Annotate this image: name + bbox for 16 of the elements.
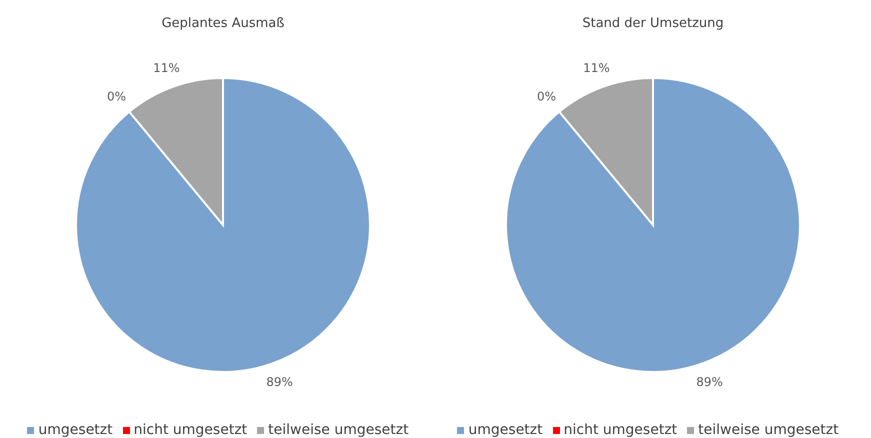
data-label: 11% [583,60,610,75]
text: 0% [107,89,126,104]
legend-label: teilweise umgesetzt [698,422,839,438]
text: 0% [537,89,556,104]
chart-title: Stand der Umsetzung [581,16,725,31]
pie-slice [75,77,371,373]
chart-title: Geplantes Ausmaß [160,16,286,31]
data-label: 89% [696,375,723,390]
data-label: 89% [266,375,293,390]
legend-label: umgesetzt [38,422,113,438]
legend-label: teilweise umgesetzt [268,422,409,438]
legend-label: nicht umgesetzt [564,422,678,438]
pie-slice [505,77,801,373]
data-label: 11% [153,60,180,75]
legend-label: umgesetzt [468,422,543,438]
legend-label: nicht umgesetzt [134,422,248,438]
